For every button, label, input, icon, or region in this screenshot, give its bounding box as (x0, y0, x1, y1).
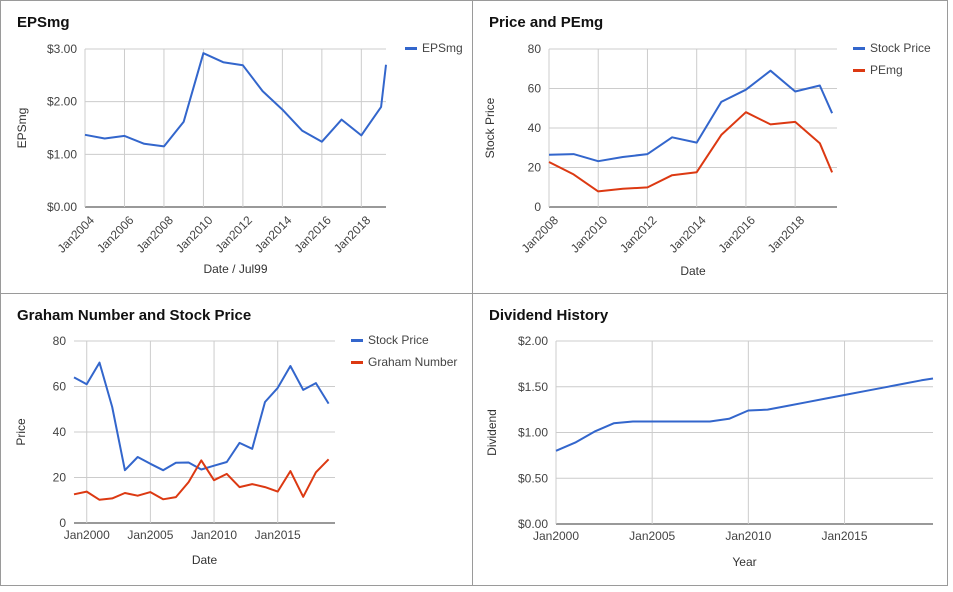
x-tick-label: Jan2008 (134, 213, 177, 256)
y-axis-title: Dividend (485, 409, 499, 456)
series-line-pemg (548, 111, 834, 193)
y-axis-title: Stock Price (483, 97, 497, 158)
y-tick-label: $1.50 (518, 380, 548, 394)
y-tick-label: 40 (528, 121, 542, 135)
x-tick-label: Jan2004 (55, 213, 98, 256)
y-tick-label: $2.00 (518, 334, 548, 348)
legend-swatch (853, 47, 865, 50)
chart-title: Price and PEmg (489, 14, 604, 31)
x-tick-label: Jan2010 (725, 529, 771, 543)
x-tick-label: Jan2010 (191, 528, 237, 542)
series-line-stock-price (73, 361, 330, 472)
legend-swatch (351, 339, 363, 342)
y-tick-label: 0 (59, 516, 66, 530)
x-tick-label: Jan2005 (127, 528, 173, 542)
x-tick-label: Jan2010 (173, 213, 216, 256)
y-tick-label: $0.00 (47, 200, 77, 214)
x-tick-label: Jan2016 (291, 213, 334, 256)
y-tick-label: $3.00 (47, 42, 77, 56)
x-tick-label: Jan2008 (519, 213, 562, 256)
legend-label: PEmg (870, 63, 903, 77)
price-pe-panel: Price and PEmg 0 20 40 60 80 Jan2008 Jan2010 Ja… (472, 0, 948, 294)
x-tick-label: Jan2015 (821, 529, 867, 543)
y-axis-title: EPSmg (15, 108, 29, 149)
x-tick-label: Jan2014 (666, 213, 709, 256)
x-tick-label: Jan2018 (765, 213, 808, 256)
y-tick-label: $0.50 (518, 471, 548, 485)
x-axis-title: Date (680, 264, 706, 278)
x-tick-label: Jan2014 (252, 213, 295, 256)
x-tick-label: Jan2016 (716, 213, 759, 256)
legend-swatch (351, 361, 363, 364)
graham-chart: 0 20 40 60 80 Jan2000 Jan2005 Jan2010 Jan2015 Dat… (14, 333, 457, 567)
x-tick-label: Jan2015 (255, 528, 301, 542)
x-tick-label: Jan2012 (617, 213, 660, 256)
graham-panel: Graham Number and Stock Price 0 20 40 60 80 J… (0, 293, 473, 586)
x-tick-label: Jan2000 (533, 529, 579, 543)
x-tick-label: Jan2000 (64, 528, 110, 542)
y-tick-label: $0.00 (518, 517, 548, 531)
y-tick-label: $2.00 (47, 95, 77, 109)
series-line-epsmg (84, 52, 387, 148)
x-tick-label: Jan2018 (331, 213, 374, 256)
x-tick-label: Jan2010 (568, 213, 611, 256)
eps-chart: $0.00 $1.00 $2.00 $3.00 Jan2004Jan2006Jan200… (15, 41, 463, 276)
y-tick-label: $1.00 (518, 426, 548, 440)
y-tick-label: 80 (528, 42, 542, 56)
chart-title: Dividend History (489, 307, 609, 324)
x-axis-title: Year (732, 555, 756, 569)
x-tick-label: Jan2012 (213, 213, 256, 256)
y-tick-label: 20 (528, 161, 542, 175)
y-tick-label: 60 (53, 380, 67, 394)
y-tick-label: 80 (53, 334, 67, 348)
dividend-chart: $0.00 $0.50 $1.00 $1.50 $2.00 Jan2000 Jan2005 J… (485, 334, 934, 569)
x-axis-title: Date (192, 553, 218, 567)
chart-title: EPSmg (17, 14, 70, 31)
series-line-stock-price (548, 69, 834, 163)
series-line-dividend (555, 377, 934, 452)
y-tick-label: 60 (528, 82, 542, 96)
chart-title: Graham Number and Stock Price (17, 307, 252, 324)
dividend-panel: Dividend History $0.00 $0.50 $1.00 $1.50 $2.… (472, 293, 948, 586)
legend-swatch (405, 47, 417, 50)
x-tick-label: Jan2005 (629, 529, 675, 543)
legend-label: EPSmg (422, 41, 463, 55)
y-tick-label: 20 (53, 471, 67, 485)
x-tick-label: Jan2006 (94, 213, 137, 256)
y-tick-label: 40 (53, 425, 67, 439)
x-axis-title: Date / Jul99 (203, 262, 267, 276)
legend-label: Stock Price (870, 41, 931, 55)
legend-swatch (853, 69, 865, 72)
y-axis-title: Price (14, 418, 28, 446)
eps-panel: EPSmg $0.00 $1.00 $2.00 $3.00 Jan2004 Jan2006… (0, 0, 473, 294)
legend-label: Graham Number (368, 355, 457, 369)
y-tick-label: $1.00 (47, 147, 77, 161)
legend-label: Stock Price (368, 333, 429, 347)
series-line-graham-number (73, 458, 330, 501)
y-tick-label: 0 (534, 200, 541, 214)
